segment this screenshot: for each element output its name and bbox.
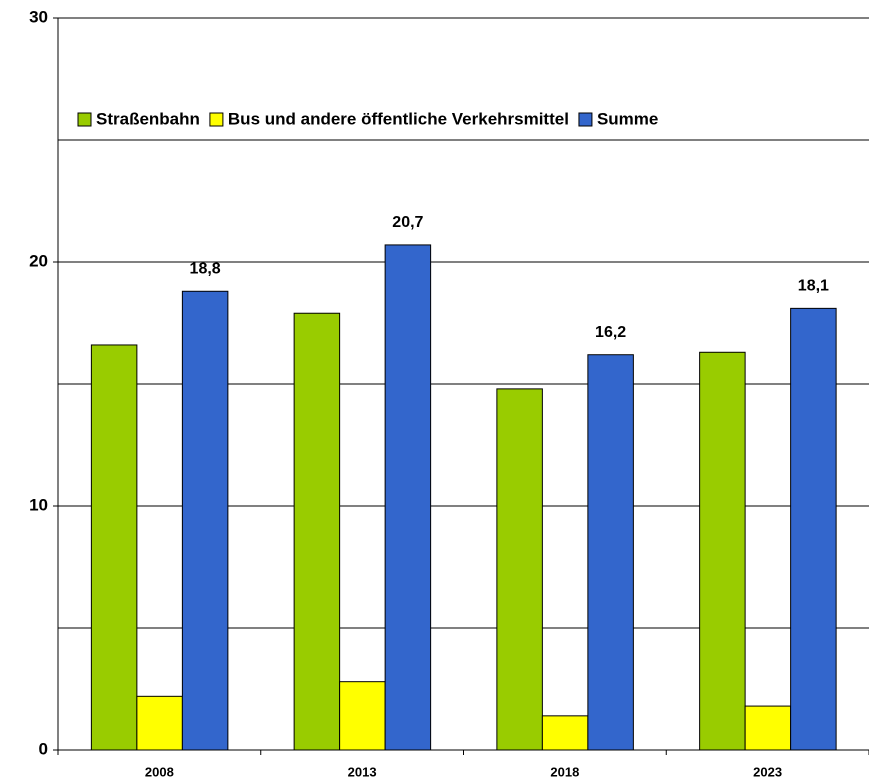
bar [181, 290, 229, 751]
bar [541, 715, 589, 751]
data-label: 18,1 [798, 278, 829, 295]
legend-swatch [578, 112, 593, 127]
bar [339, 681, 386, 751]
legend-label: Bus und andere öffentliche Verkehrsmitte… [228, 109, 569, 128]
y-tick-label: 10 [29, 495, 48, 514]
y-tick-label: 30 [29, 7, 48, 26]
bar [790, 307, 837, 751]
y-tick-label: 0 [39, 739, 48, 758]
x-tick-label: 2008 [145, 764, 174, 779]
legend-label: Summe [597, 109, 658, 128]
data-label: 20,7 [392, 214, 423, 231]
data-label: 16,2 [595, 324, 626, 341]
bar [90, 344, 138, 751]
bar [699, 351, 746, 751]
legend-swatch [77, 112, 92, 127]
legend-swatch [209, 112, 224, 127]
bar [744, 705, 792, 751]
x-tick-label: 2018 [550, 764, 579, 779]
bar [587, 354, 634, 751]
x-tick-label: 2023 [753, 764, 782, 779]
y-tick-label: 20 [29, 251, 48, 270]
data-label: 18,8 [190, 260, 221, 277]
legend-label: Straßenbahn [96, 109, 200, 128]
bar [496, 388, 543, 751]
bar [293, 312, 341, 751]
x-tick-label: 2013 [348, 764, 377, 779]
bar [136, 695, 183, 751]
bar [384, 244, 432, 751]
